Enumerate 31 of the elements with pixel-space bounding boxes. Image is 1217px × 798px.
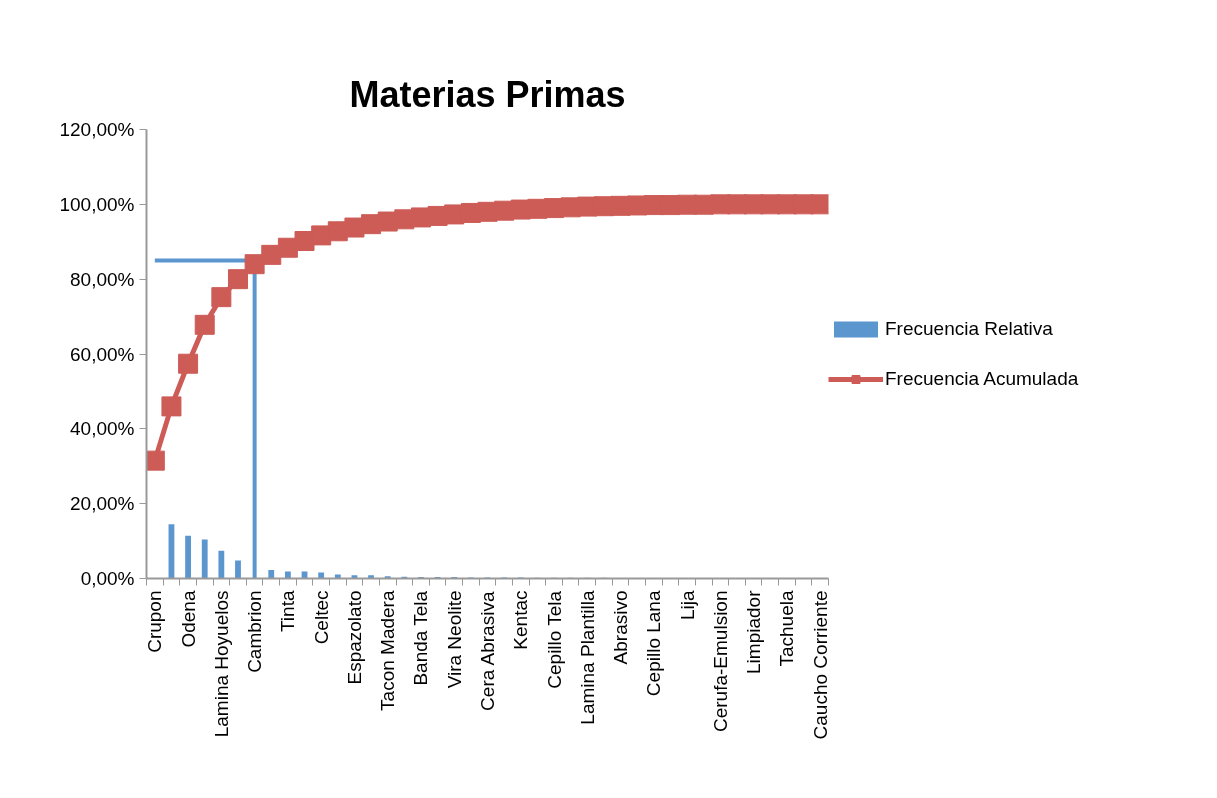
x-tick-label: Tachuela	[776, 590, 798, 667]
x-tick-label: Odena	[177, 590, 199, 648]
x-tick-label: Kentac	[510, 590, 532, 650]
y-tick-label: 40,00%	[70, 418, 135, 440]
x-tick-label: Tacon Madera	[377, 590, 399, 711]
x-tick-label: Lamina Plantilla	[576, 590, 598, 725]
x-tick-label: Cerufa-Emulsion	[709, 590, 731, 732]
y-tick-label: 120,00%	[59, 119, 135, 140]
x-tick-label: Banda Tela	[410, 590, 432, 686]
x-tick-label: Tinta	[277, 590, 299, 633]
x-tick-label: Caucho Corriente	[809, 590, 831, 740]
x-tick-label: Cambrion	[244, 590, 266, 673]
legend-label: Frecuencia Acumulada	[885, 367, 1079, 390]
x-tick-label: Celtec	[310, 590, 332, 645]
x-tick-label: Cepillo Lana	[643, 590, 665, 697]
x-tick-label: Crupon	[144, 590, 166, 653]
y-tick-label: 0,00%	[80, 568, 135, 589]
x-tick-label: Lamina Hoyuelos	[210, 590, 232, 738]
x-tick-label: Cera Abrasiva	[477, 591, 498, 711]
x-tick-label: Lija	[676, 590, 698, 621]
chart-title: Materias Primas	[349, 73, 626, 115]
y-tick-label: 20,00%	[70, 493, 135, 515]
y-tick-label: 80,00%	[70, 268, 135, 290]
y-tick-label: 100,00%	[59, 193, 135, 215]
x-tick-label: Abrasivo	[610, 590, 632, 665]
x-tick-label: Vira Neolite	[443, 590, 465, 689]
x-tick-label: Limpiador	[743, 589, 765, 674]
x-tick-label: Cepillo Tela	[543, 590, 565, 689]
x-tick-label: Espazolato	[343, 590, 365, 685]
legend-label: Frecuencia Relativa	[885, 317, 1053, 340]
y-tick-label: 60,00%	[70, 343, 135, 365]
